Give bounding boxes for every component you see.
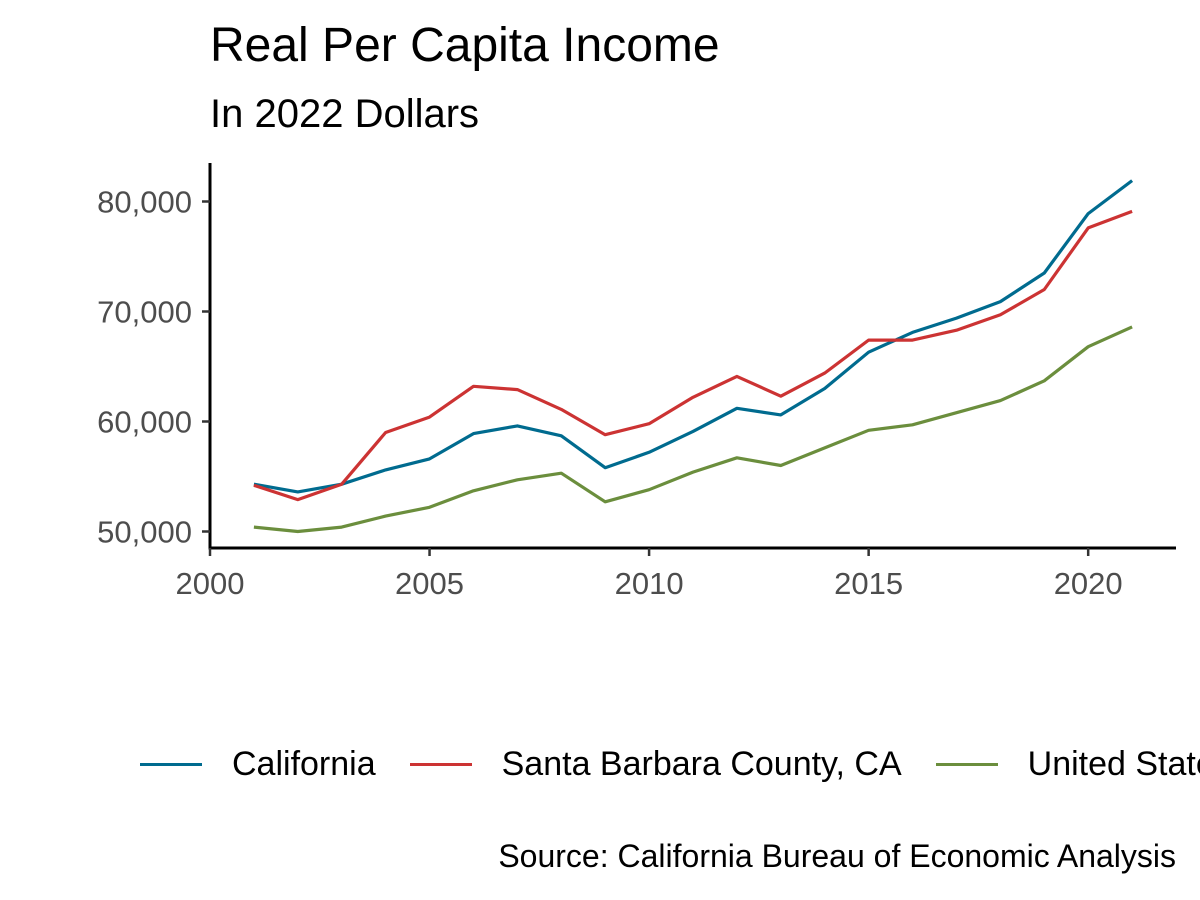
series-line-santa-barbara-county-ca [253,209,1133,502]
axes-layer: 50,000 60,000 70,000 80,000 2000 2005 2010 2015… [97,163,1176,601]
legend-item: Santa Barbara County, CA [409,744,902,784]
chart-title: Real Per Capita Income [210,19,720,72]
legend-label: Santa Barbara County, CA [501,744,902,783]
series-layer [253,179,1134,534]
legend-label: United States [1027,744,1200,783]
legend-item: United States [935,744,1200,784]
series-line-california [253,179,1134,494]
legend-item: California [140,745,376,784]
x-tick-label: 2015 [834,566,903,601]
chart-subtitle: In 2022 Dollars [210,92,480,136]
x-tick-label: 2020 [1054,566,1123,601]
y-tick-label: 50,000 [97,515,192,550]
legend-key [140,762,202,766]
source-caption: Source: California Bureau of Economic An… [498,838,1176,874]
series-line-united-states [253,325,1133,534]
legend-key [409,762,472,766]
legend-label: California [232,744,376,783]
y-tick-label: 80,000 [97,185,192,220]
x-tick-label: 2000 [176,566,245,601]
legend: California Santa Barbara County, CA United… [140,742,1200,786]
legend-key [935,762,998,766]
y-tick-label: 60,000 [97,405,192,440]
x-tick-label: 2005 [395,566,464,601]
x-tick-label: 2010 [615,566,684,601]
y-tick-label: 70,000 [97,295,192,330]
